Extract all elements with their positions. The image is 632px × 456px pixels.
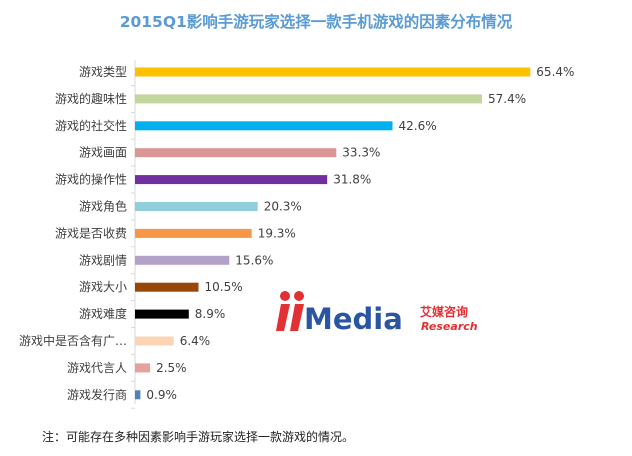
- bar: [135, 67, 531, 77]
- bars-layer: [131, 67, 531, 409]
- footnote: 注：可能存在多种因素影响手游玩家选择一款游戏的情况。: [42, 429, 354, 444]
- category-label: 游戏发行商: [67, 387, 127, 402]
- data-label: 19.3%: [258, 226, 296, 240]
- bar: [135, 255, 230, 265]
- category-label: 游戏的趣味性: [55, 91, 127, 106]
- category-label: 游戏角色: [79, 200, 127, 214]
- category-label: 游戏大小: [79, 280, 127, 294]
- bar: [135, 148, 337, 158]
- data-label: 6.4%: [180, 334, 211, 348]
- bar: [135, 309, 189, 319]
- bar: [135, 175, 328, 185]
- bar: [135, 202, 258, 211]
- category-label: 游戏代言人: [67, 361, 127, 375]
- bar: [135, 94, 482, 104]
- category-label: 游戏是否收费: [55, 226, 127, 240]
- bar: [135, 228, 252, 238]
- category-label: 游戏的操作性: [55, 172, 127, 187]
- category-label: 游戏难度: [79, 306, 127, 321]
- data-label: 20.3%: [264, 200, 302, 214]
- imedia-watermark-logo: Media 艾媒咨询 Research: [276, 291, 478, 336]
- data-label: 65.4%: [536, 65, 574, 79]
- imedia-figures-icon: [276, 291, 304, 331]
- category-labels: 游戏类型游戏的趣味性游戏的社交性游戏画面游戏的操作性游戏角色游戏是否收费游戏剧情…: [19, 65, 127, 402]
- data-label: 2.5%: [156, 361, 187, 375]
- bar: [135, 363, 151, 373]
- category-label: 游戏类型: [79, 65, 127, 79]
- value-labels: 65.4% 57.4% 42.6% 33.3% 31.8% 20.3% 19.3% 15.6%…: [146, 65, 574, 402]
- bar: [135, 282, 199, 292]
- data-label: 57.4%: [488, 92, 526, 106]
- bar: [135, 390, 141, 400]
- data-label: 15.6%: [235, 253, 273, 267]
- watermark-brand: Media: [304, 302, 403, 336]
- bar: [135, 336, 174, 346]
- data-label: 33.3%: [342, 146, 380, 160]
- data-label: 10.5%: [205, 280, 243, 294]
- data-label: 31.8%: [333, 173, 371, 187]
- category-label: 游戏剧情: [79, 253, 127, 267]
- watermark-cn: 艾媒咨询: [420, 304, 468, 319]
- data-label: 0.9%: [146, 388, 177, 402]
- chart-title: 2015Q1影响手游玩家选择一款手机游戏的因素分布情况: [120, 12, 513, 31]
- data-label: 8.9%: [195, 307, 226, 321]
- category-label: 游戏的社交性: [55, 118, 127, 133]
- data-label: 42.6%: [399, 119, 437, 133]
- bar: [135, 121, 393, 131]
- category-label: 游戏中是否含有广…: [19, 333, 127, 348]
- category-label: 游戏画面: [79, 146, 127, 160]
- watermark-en: Research: [421, 320, 478, 333]
